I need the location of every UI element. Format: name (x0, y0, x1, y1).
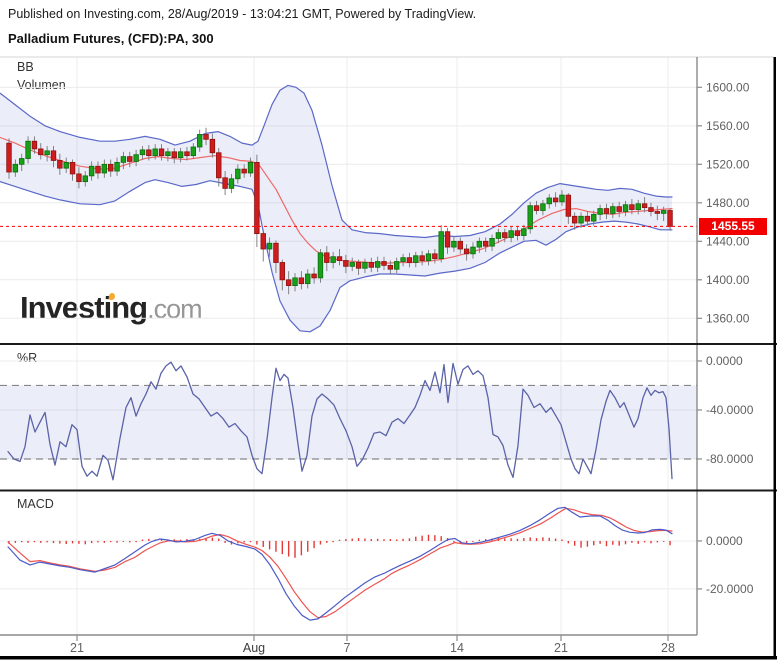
published-header: Published on Investing.com, 28/Aug/2019 … (8, 7, 477, 21)
candlestick-series (6, 127, 673, 295)
y-axis-label: 1560.00 (706, 119, 750, 133)
right-frame-bar (773, 57, 776, 660)
x-axis-label: 21 (70, 641, 84, 655)
current-price-tag: 1455.55 (699, 218, 767, 235)
y-axis-label: 1600.00 (706, 80, 750, 94)
bollinger-upper-line (0, 84, 673, 239)
x-axis-label: 7 (344, 641, 351, 655)
indicator-label-volume: Volumen (17, 78, 66, 92)
macd-signal-line (7, 507, 673, 619)
bottom-frame-bar (0, 656, 777, 660)
indicator-label-bb: BB (17, 60, 34, 74)
panel-divider (0, 343, 777, 345)
panel-divider (0, 489, 777, 492)
y-axis-label: -40.0000 (706, 403, 754, 417)
x-axis-label: 14 (450, 641, 464, 655)
y-axis-label: 1360.00 (706, 311, 750, 325)
y-axis-label: -80.0000 (706, 452, 754, 466)
investing-suffix-text: .com (147, 294, 203, 324)
x-axis-label: Aug (243, 641, 265, 655)
y-axis-label: 1400.00 (706, 273, 750, 287)
bollinger-band-fill (0, 85, 672, 332)
x-axis-label: 28 (661, 641, 675, 655)
percent-r-shaded-band (0, 385, 697, 459)
macd-histogram (8, 534, 671, 558)
y-axis-label: 1440.00 (706, 234, 750, 248)
indicator-label-percent-r: %R (17, 351, 38, 365)
investing-brand-text: Investing (20, 290, 148, 325)
y-axis-label: 0.0000 (706, 354, 743, 368)
investing-watermark-logo: Investing.com (20, 290, 203, 326)
y-axis-label: 1480.00 (706, 196, 750, 210)
y-axis-label: -20.0000 (706, 582, 754, 596)
instrument-title: Palladium Futures, (CFD):PA, 300 (8, 31, 214, 46)
x-axis-label: 21 (554, 641, 568, 655)
macd-main-line (7, 506, 673, 621)
y-axis-label: 0.0000 (706, 534, 743, 548)
bollinger-lower-line (0, 179, 673, 333)
percent-r-line (7, 361, 673, 481)
y-axis-label: 1520.00 (706, 157, 750, 171)
indicator-label-macd: MACD (17, 497, 54, 511)
